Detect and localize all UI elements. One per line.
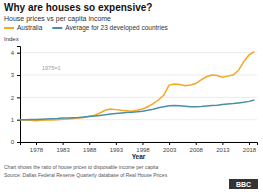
y-tick: 1 (11, 117, 20, 123)
logo-box (229, 179, 258, 189)
x-tick-label: 1988 (83, 147, 97, 153)
y-axis: 0 1 2 3 4 (11, 47, 21, 146)
annotation: 1975=1 (42, 65, 61, 71)
x-axis-line (21, 143, 258, 146)
x-tick: 1983 (56, 142, 70, 153)
y-tick-mark (17, 97, 20, 98)
x-tick: 1978 (30, 142, 44, 153)
series-line (20, 52, 254, 121)
y-tick-label: 0 (11, 139, 15, 145)
footnote: Source: Dallas Federal Reserve Quarterly… (4, 172, 168, 178)
subtitle: House prices vs per capita income (4, 15, 111, 23)
x-tick-label: 2018 (243, 147, 257, 153)
y-tick-label: 4 (11, 50, 15, 56)
x-tick-mark (36, 142, 37, 145)
y-tick-label: 2 (11, 95, 15, 101)
y-tick: 0 (11, 139, 20, 145)
x-tick-label: 2008 (190, 147, 204, 153)
y-axis-title: Index (4, 36, 19, 42)
plot-area (20, 52, 254, 121)
grid-line (20, 97, 257, 98)
x-axis-title: Year (132, 153, 146, 160)
x-axis: 1978 1983 1988 1993 1998 2003 2008 2013 2018 (21, 142, 258, 153)
logo: BBC (229, 179, 258, 189)
y-tick-label: 1 (11, 117, 15, 123)
x-tick-mark (116, 142, 117, 145)
y-tick: 3 (11, 72, 20, 78)
x-tick: 2018 (243, 142, 257, 153)
x-tick-mark (196, 142, 197, 145)
x-tick-label: 2003 (163, 147, 177, 153)
grid-line (20, 75, 257, 76)
legend-swatch (52, 27, 62, 29)
legend: Australia Average for 23 developed countr… (4, 24, 169, 32)
title: Why are houses so expensive? (4, 2, 152, 13)
logo-text: BBC (236, 181, 251, 188)
y-tick: 2 (11, 95, 20, 101)
chart: Why are houses so expensive? House prices… (0, 0, 263, 192)
x-tick-mark (222, 142, 223, 145)
grid-line (20, 52, 257, 53)
y-tick: 4 (11, 50, 20, 56)
x-tick-label: 2013 (216, 147, 230, 153)
y-axis-line (17, 47, 21, 143)
y-tick-mark (17, 75, 20, 76)
x-tick: 1998 (136, 142, 150, 153)
y-tick-label: 3 (11, 72, 15, 78)
y-tick-mark (17, 120, 20, 121)
grid (20, 53, 257, 142)
x-tick-mark (169, 142, 170, 145)
series-line (20, 100, 254, 120)
x-tick: 2003 (163, 142, 177, 153)
x-tick-mark (142, 142, 143, 145)
legend-entry: Australia (17, 24, 43, 31)
x-tick-label: 1978 (30, 147, 44, 153)
x-tick-mark (89, 142, 90, 145)
footnote: Chart shows the ratio of house prices to… (4, 164, 158, 170)
y-tick-mark (17, 142, 20, 143)
legend-swatch (4, 27, 14, 29)
x-tick-label: 1983 (56, 147, 70, 153)
x-tick: 1993 (110, 142, 124, 153)
x-tick: 1988 (83, 142, 97, 153)
x-tick-label: 1993 (110, 147, 124, 153)
x-tick: 2008 (190, 142, 204, 153)
x-tick: 2013 (216, 142, 230, 153)
x-tick-mark (63, 142, 64, 145)
legend-entry: Average for 23 developed countries (65, 24, 168, 32)
y-tick-mark (17, 53, 20, 54)
x-tick-mark (249, 142, 250, 145)
